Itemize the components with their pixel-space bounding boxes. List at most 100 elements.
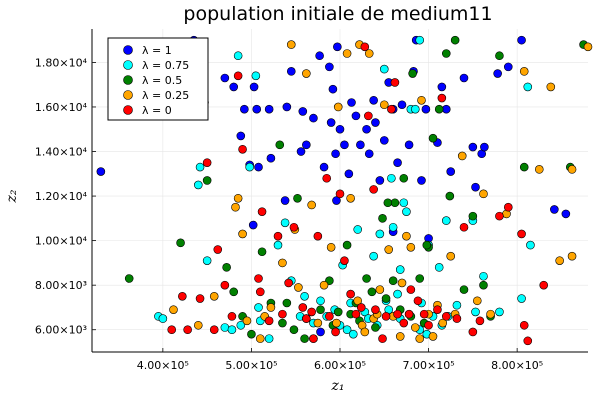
data-point <box>393 289 402 299</box>
data-point <box>202 176 212 185</box>
data-point <box>247 329 256 339</box>
data-point <box>446 251 456 261</box>
data-point <box>388 222 398 232</box>
data-point <box>495 307 504 317</box>
legend: λ = 1 λ = 0.75 λ = 0.5 λ = 0.25 λ = 0 <box>107 37 209 121</box>
data-point <box>96 167 106 176</box>
data-point <box>278 258 287 268</box>
data-point <box>561 209 571 219</box>
x-tick-label: 6.00×10⁵ <box>314 359 366 372</box>
data-point <box>193 320 203 330</box>
data-point <box>375 229 385 239</box>
data-point <box>472 296 482 306</box>
data-point <box>375 285 385 294</box>
data-point <box>369 95 378 105</box>
x-tick-label: 4.00×10⁵ <box>137 359 189 372</box>
data-point <box>195 162 205 172</box>
data-point <box>264 334 274 343</box>
data-point <box>421 104 431 114</box>
data-point <box>255 334 265 343</box>
data-point <box>395 332 405 341</box>
data-point <box>459 285 469 294</box>
data-point <box>227 325 237 335</box>
data-point <box>315 51 324 61</box>
data-point <box>410 104 420 114</box>
data-point <box>486 309 495 319</box>
data-point <box>273 240 283 250</box>
data-point <box>178 292 187 301</box>
data-point <box>342 325 352 335</box>
data-point <box>296 147 306 156</box>
y-tick-label: 1.00×10⁴ <box>35 235 88 248</box>
data-point <box>369 251 378 261</box>
data-point <box>220 323 230 332</box>
data-point <box>326 118 336 127</box>
data-point <box>471 182 480 192</box>
legend-label: λ = 0.25 <box>142 89 189 102</box>
data-point <box>325 312 334 321</box>
data-point <box>240 104 249 114</box>
data-point <box>384 245 394 254</box>
y-tick-label: 1.20×10⁴ <box>35 190 88 203</box>
data-point <box>316 296 325 306</box>
data-point <box>417 95 426 105</box>
data-point <box>322 173 332 183</box>
data-point <box>231 202 240 212</box>
data-point <box>331 327 340 337</box>
data-point <box>183 325 192 335</box>
data-point <box>526 240 535 250</box>
x-axis-ticks: 4.00×10⁵ 5.00×10⁵ 6.00×10⁵ 7.00×10⁵ 8.00×10⁵ <box>137 348 543 372</box>
data-point <box>298 107 308 116</box>
data-point <box>393 309 402 319</box>
data-point <box>309 113 318 123</box>
chart-title: population initiale de medium11 <box>183 3 492 25</box>
legend-label: λ = 0.5 <box>142 74 182 87</box>
data-point <box>293 193 302 203</box>
data-point <box>546 82 556 92</box>
data-point <box>284 278 293 288</box>
y-axis-label: z₂ <box>4 189 20 203</box>
data-point <box>328 84 338 94</box>
data-point <box>266 303 276 312</box>
data-point <box>459 222 469 232</box>
data-point <box>353 296 363 306</box>
data-point <box>410 323 420 332</box>
data-point <box>422 240 432 250</box>
y-tick-label: 1.40×10⁴ <box>35 146 88 159</box>
data-point <box>434 104 444 114</box>
data-point <box>408 69 417 78</box>
data-point <box>493 69 502 78</box>
data-point <box>347 98 356 107</box>
data-point <box>209 325 219 335</box>
data-point <box>254 162 263 172</box>
data-point <box>309 334 318 343</box>
data-point <box>406 243 416 252</box>
data-point <box>441 49 451 58</box>
data-point <box>555 256 564 265</box>
legend-label: λ = 1 <box>142 44 172 57</box>
data-point <box>233 193 243 203</box>
data-point <box>286 67 296 76</box>
data-point <box>167 325 177 335</box>
data-point <box>517 35 526 45</box>
data-point <box>294 283 303 292</box>
data-point <box>236 320 246 330</box>
data-point <box>371 305 380 314</box>
data-point <box>519 67 529 76</box>
data-point <box>333 42 342 52</box>
y-tick-label: 8.00×10³ <box>35 279 87 292</box>
data-point <box>202 256 212 265</box>
data-point <box>378 214 387 223</box>
data-point <box>437 82 447 92</box>
data-point <box>424 320 433 330</box>
data-point <box>428 332 438 341</box>
data-point <box>333 102 343 112</box>
data-point <box>397 100 407 110</box>
data-point <box>364 111 373 121</box>
y-tick-label: 1.60×10⁴ <box>35 101 88 114</box>
data-point <box>452 300 462 310</box>
data-point <box>367 287 377 297</box>
data-point <box>381 294 391 303</box>
data-point <box>417 176 426 185</box>
data-point <box>332 318 341 328</box>
